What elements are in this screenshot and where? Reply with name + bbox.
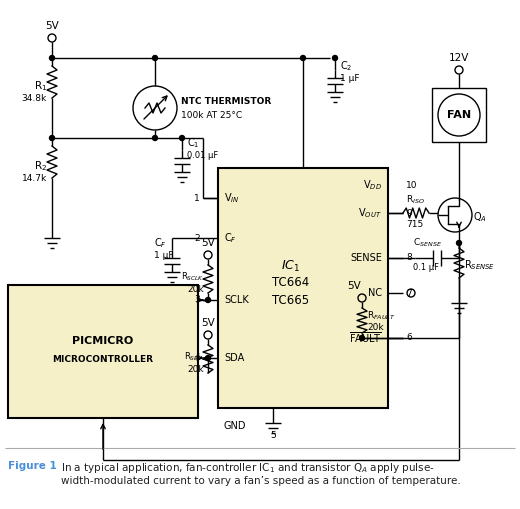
Text: 5V: 5V: [201, 318, 215, 328]
Text: TC664: TC664: [272, 276, 309, 290]
Circle shape: [205, 297, 211, 302]
Circle shape: [457, 240, 462, 245]
Text: Q$_A$: Q$_A$: [473, 210, 487, 224]
Text: MICROCONTROLLER: MICROCONTROLLER: [53, 355, 153, 364]
Text: SCLK: SCLK: [224, 295, 249, 305]
Text: 0.1 µF: 0.1 µF: [413, 263, 439, 272]
Circle shape: [49, 55, 55, 61]
Circle shape: [49, 135, 55, 140]
Text: PICMICRO: PICMICRO: [72, 336, 134, 347]
Text: V$_{OUT}$: V$_{OUT}$: [358, 206, 382, 220]
Text: IC$_1$: IC$_1$: [281, 259, 301, 273]
Text: 2: 2: [194, 234, 200, 242]
Text: 5V: 5V: [347, 281, 361, 291]
Text: 0.01 µF: 0.01 µF: [187, 151, 218, 159]
Text: 5V: 5V: [201, 238, 215, 248]
Circle shape: [332, 55, 337, 61]
Text: SENSE: SENSE: [350, 253, 382, 263]
Text: 1 µF: 1 µF: [154, 250, 174, 260]
Text: NTC THERMISTOR: NTC THERMISTOR: [181, 97, 271, 105]
Text: R$_{SENSE}$: R$_{SENSE}$: [464, 258, 495, 272]
Text: V$_{IN}$: V$_{IN}$: [224, 191, 240, 205]
Text: Figure 1: Figure 1: [8, 461, 57, 471]
Text: 14.7k: 14.7k: [22, 174, 47, 183]
Text: C$_1$: C$_1$: [187, 136, 200, 150]
Text: In a typical application, fan-controller IC$_1$ and transistor Q$_A$ apply pulse: In a typical application, fan-controller…: [61, 461, 461, 486]
Text: FAN: FAN: [447, 110, 471, 120]
Circle shape: [152, 55, 158, 61]
Text: 20k: 20k: [187, 364, 204, 374]
Text: 1 µF: 1 µF: [340, 73, 359, 82]
Text: 8: 8: [406, 253, 412, 263]
Text: R$_{SCLK}$: R$_{SCLK}$: [181, 271, 204, 283]
Text: SDA: SDA: [224, 353, 244, 363]
Text: R$_{ISO}$: R$_{ISO}$: [406, 193, 425, 206]
Text: R$_1$: R$_1$: [34, 79, 47, 93]
Text: C$_F$: C$_F$: [224, 231, 237, 245]
Circle shape: [301, 55, 306, 61]
Text: 3: 3: [194, 296, 200, 304]
Text: 100k AT 25°C: 100k AT 25°C: [181, 110, 242, 120]
Bar: [432, 88, 486, 142]
Text: R$_{SDA}$: R$_{SDA}$: [184, 351, 204, 363]
Text: 5V: 5V: [45, 21, 59, 31]
Circle shape: [152, 135, 158, 140]
Text: $\overline{\mathrm{FAULT}}$: $\overline{\mathrm{FAULT}}$: [349, 330, 382, 346]
Text: GND: GND: [224, 421, 246, 431]
Circle shape: [205, 355, 211, 360]
Text: C$_F$: C$_F$: [154, 236, 167, 250]
Text: TC665: TC665: [272, 295, 309, 307]
Text: 1: 1: [194, 193, 200, 203]
Text: 715: 715: [406, 220, 423, 229]
Text: 10: 10: [406, 181, 418, 189]
Text: 12V: 12V: [449, 53, 469, 63]
Text: 4: 4: [194, 353, 200, 362]
Text: R$_{FAULT}$: R$_{FAULT}$: [367, 310, 396, 322]
Text: 7: 7: [406, 289, 412, 297]
Text: C$_2$: C$_2$: [340, 59, 353, 73]
Text: 20k: 20k: [367, 324, 384, 332]
Circle shape: [359, 335, 365, 341]
Text: 20k: 20k: [187, 285, 204, 294]
Text: 5: 5: [270, 431, 276, 440]
Text: 6: 6: [406, 333, 412, 343]
Text: R$_2$: R$_2$: [34, 159, 47, 173]
Text: C$_{SENSE}$: C$_{SENSE}$: [413, 237, 442, 249]
Bar: [218, 168, 388, 408]
Bar: [8, 285, 198, 418]
Text: 9: 9: [406, 209, 412, 217]
Text: NC: NC: [368, 288, 382, 298]
Text: 34.8k: 34.8k: [22, 94, 47, 102]
Text: V$_{DD}$: V$_{DD}$: [363, 178, 382, 192]
Circle shape: [179, 135, 185, 140]
